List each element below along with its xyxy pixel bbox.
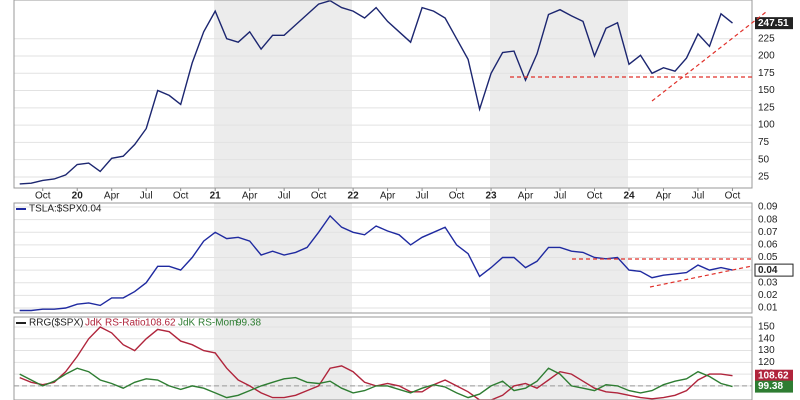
y-tick-label: 140 <box>758 333 775 344</box>
x-tick-label: Oct <box>725 191 741 202</box>
plot-layer: Oct 20 Apr Jul Oct 21 Apr Jul Oct 22 Apr Jul Oct 23 Ap… <box>14 0 794 400</box>
y-tick-label: 175 <box>758 68 775 79</box>
series-line <box>19 214 733 312</box>
value-box-label: 108.62 <box>758 370 789 381</box>
x-tick-label: Apr <box>518 191 534 202</box>
y-tick-label: 0.05 <box>758 252 778 263</box>
y-tick-label: 150 <box>758 85 775 96</box>
y-tick-label: 100 <box>758 120 775 131</box>
x-tick-label: 22 <box>348 191 360 202</box>
y-tick-label: 0.08 <box>758 214 778 225</box>
y-tick-label: 120 <box>758 357 775 368</box>
x-tick-label: 20 <box>72 191 84 202</box>
panel-title: TSLA:$SPX <box>29 204 83 215</box>
x-tick-label: Jul <box>416 191 429 202</box>
value-box-label: 247.51 <box>758 18 789 29</box>
x-tick-label: Oct <box>587 191 603 202</box>
y-tick-label: 225 <box>758 33 775 44</box>
x-tick-label: Jul <box>692 191 705 202</box>
series-group <box>19 0 733 185</box>
x-tick-label: 21 <box>210 191 222 202</box>
x-tick-label: Apr <box>242 191 258 202</box>
x-tick-label: Oct <box>449 191 465 202</box>
value-box-label: 99.38 <box>758 381 783 392</box>
y-tick-label: 0.01 <box>758 303 778 314</box>
trend-lines <box>510 11 767 288</box>
legend-value: 108.62 <box>145 318 176 329</box>
legend-label: JdK RS-Mom <box>178 318 237 329</box>
last-value: 0.04 <box>82 204 102 215</box>
y-tick-label: 50 <box>758 154 770 165</box>
x-tick-label: 23 <box>485 191 497 202</box>
x-tick-label: Oct <box>173 191 189 202</box>
legend-value: 99.38 <box>236 318 261 329</box>
y-tick-label: 0.06 <box>758 240 778 251</box>
x-tick-label: Apr <box>104 191 120 202</box>
x-tick-label: Jul <box>140 191 153 202</box>
y-tick-label: 130 <box>758 345 775 356</box>
y-tick-label: 0.03 <box>758 277 778 288</box>
y-tick-label: 125 <box>758 102 775 113</box>
value-box <box>755 380 793 393</box>
y-tick-label: 200 <box>758 51 775 62</box>
x-tick-label: Apr <box>380 191 396 202</box>
y-tick-label: 25 <box>758 172 770 183</box>
legend-rrg: RRG($SPX) JdK RS-Ratio 108.62 JdK RS-Mom… <box>16 318 261 329</box>
series-line <box>19 367 733 399</box>
x-tick-label: Jul <box>278 191 291 202</box>
series-group <box>19 214 733 312</box>
x-tick-label: 24 <box>623 191 635 202</box>
x-tick-label: Apr <box>656 191 672 202</box>
legend-label: JdK RS-Ratio <box>85 318 146 329</box>
value-box-label: 0.04 <box>758 265 778 276</box>
panel-borders <box>13 0 753 400</box>
value-box <box>755 369 793 382</box>
y-tick-label: 0.09 <box>758 202 778 213</box>
panel-title: RRG($SPX) <box>29 318 83 329</box>
y-tick-label: 75 <box>758 137 770 148</box>
series-group <box>19 326 733 400</box>
y-tick-label: 0.07 <box>758 227 778 238</box>
y-tick-label: 0.02 <box>758 290 778 301</box>
x-tick-label: Jul <box>554 191 567 202</box>
series-line <box>19 0 733 185</box>
x-tick-label: Oct <box>35 191 51 202</box>
y-tick-label: 150 <box>758 322 775 333</box>
value-box <box>755 17 793 30</box>
value-box <box>754 263 794 277</box>
x-tick-label: Oct <box>311 191 327 202</box>
legend-ratio: TSLA:$SPX 0.04 <box>16 204 102 215</box>
